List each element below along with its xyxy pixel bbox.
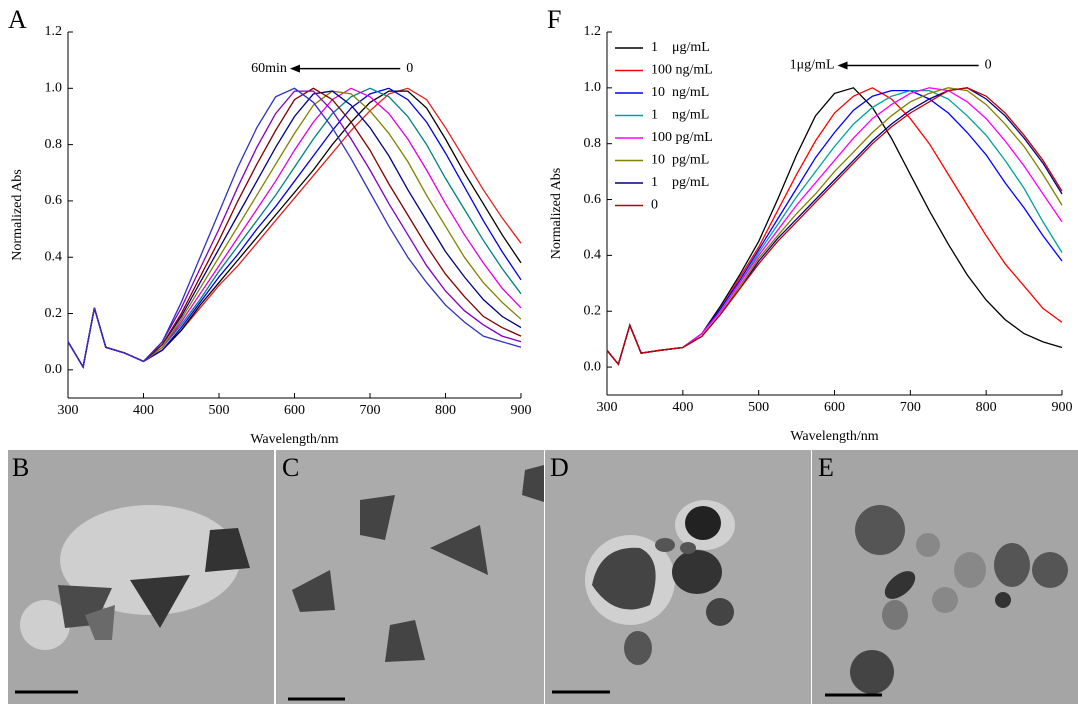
line [67, 87, 522, 369]
x-tick-label: 300 [58, 403, 79, 418]
legend-label: 1 ng/mL [651, 108, 709, 123]
panel-label: A [8, 5, 27, 34]
annotation: 0 [406, 61, 413, 76]
line [606, 87, 1063, 366]
y-tick-label: 0.2 [45, 306, 63, 321]
y-tick-label: 0.6 [584, 192, 602, 207]
legend-label: 100 pg/mL [651, 130, 713, 145]
tem-images: B C D E [8, 450, 1078, 704]
annotation: 60min [251, 61, 287, 76]
halo [20, 600, 70, 650]
x-tick-label: 800 [976, 400, 997, 415]
particle [882, 600, 908, 630]
panel-label: D [550, 453, 569, 482]
panel-label: E [818, 453, 834, 482]
particle [954, 552, 986, 588]
particle [360, 495, 395, 540]
particle [1032, 552, 1068, 588]
legend-label: 1 μg/mL [651, 40, 710, 55]
y-tick-label: 0.4 [45, 249, 63, 264]
x-tick-label: 400 [672, 400, 693, 415]
legend-label: 0 [651, 198, 658, 213]
particle [994, 543, 1030, 587]
tem-image [276, 450, 544, 704]
x-tick-label: 700 [360, 403, 381, 418]
panel-label: B [12, 453, 29, 482]
x-axis-title: Wavelength/nm [250, 432, 338, 447]
x-tick-label: 800 [435, 403, 456, 418]
particle [522, 465, 544, 502]
y-tick-label: 1.2 [584, 24, 602, 39]
line [67, 87, 522, 369]
particle [655, 538, 675, 552]
line [67, 87, 522, 369]
arrow-head [837, 61, 848, 70]
x-tick-label: 600 [824, 400, 845, 415]
legend-label: 1 pg/mL [651, 175, 709, 190]
particle [850, 650, 894, 694]
particle [932, 587, 958, 613]
panel-label: C [282, 453, 299, 482]
line [67, 87, 522, 369]
x-axis-title: Wavelength/nm [790, 429, 878, 444]
line [67, 90, 522, 369]
y-tick-label: 1.0 [45, 81, 63, 96]
y-axis-title: Normalized Abs [549, 168, 564, 259]
particle [430, 525, 488, 575]
x-tick-label: 400 [133, 403, 154, 418]
y-tick-label: 0.0 [45, 362, 63, 377]
y-tick-label: 1.2 [45, 24, 63, 39]
x-tick-label: 500 [209, 403, 230, 418]
legend-label: 10 pg/mL [651, 153, 709, 168]
annotation: 0 [985, 58, 992, 73]
arrow-head [289, 64, 300, 73]
y-tick-label: 1.0 [584, 80, 602, 95]
particle [592, 547, 656, 610]
y-tick-label: 0.4 [584, 248, 602, 263]
x-tick-label: 600 [284, 403, 305, 418]
particle [624, 631, 652, 665]
particle [685, 506, 721, 540]
particle [855, 505, 905, 555]
x-tick-label: 300 [597, 400, 618, 415]
panel-label: F [547, 5, 561, 34]
particle [85, 605, 115, 640]
y-tick-label: 0.0 [584, 359, 602, 374]
particle [706, 598, 734, 626]
y-axis-title: Normalized Abs [10, 169, 25, 260]
annotation: 1μg/mL [790, 58, 835, 73]
y-tick-label: 0.6 [45, 193, 63, 208]
y-tick-label: 0.2 [584, 303, 602, 318]
x-tick-label: 900 [511, 403, 532, 418]
x-tick-label: 500 [748, 400, 769, 415]
x-tick-label: 700 [900, 400, 921, 415]
particle [205, 528, 250, 572]
particle [130, 575, 190, 628]
particle [884, 571, 916, 599]
legend-label: 100 ng/mL [651, 63, 713, 78]
particle [916, 533, 940, 557]
legend-label: 10 ng/mL [651, 85, 709, 100]
x-tick-label: 900 [1052, 400, 1073, 415]
particle [680, 542, 696, 554]
line [67, 87, 522, 369]
particle [292, 570, 335, 612]
line [67, 87, 522, 369]
y-tick-label: 0.8 [45, 137, 63, 152]
halo [60, 505, 240, 615]
particle [995, 592, 1011, 608]
particle [385, 620, 425, 662]
particle [672, 550, 722, 594]
y-tick-label: 0.8 [584, 136, 602, 151]
